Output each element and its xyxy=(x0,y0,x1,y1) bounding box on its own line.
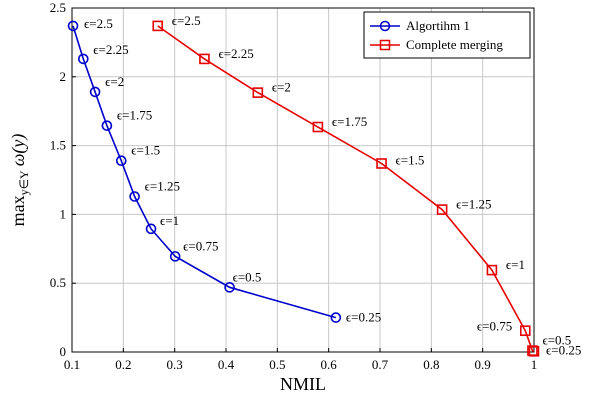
data-point xyxy=(169,251,181,262)
x-tick-label: 0.8 xyxy=(423,357,439,372)
plot-frame xyxy=(71,7,535,353)
data-label: ϵ=1.75 xyxy=(117,108,152,123)
point-labels: ϵ=2.5 ϵ=2.25 ϵ=2 ϵ=1.75 ϵ=1.5 ϵ=1.25 ϵ=1 ϵ=0.75… xyxy=(84,13,581,357)
y-tick-label: 1 xyxy=(60,206,67,221)
data-point xyxy=(330,312,342,323)
y-tick-label: 2 xyxy=(60,69,67,84)
data-label: ϵ=1.75 xyxy=(332,114,367,129)
data-point xyxy=(145,223,157,235)
data-label: ϵ=0.75 xyxy=(183,238,218,253)
data-label: ϵ=1 xyxy=(506,257,525,272)
data-point xyxy=(224,282,235,293)
data-label: ϵ=1.25 xyxy=(145,179,180,194)
y-tick-label: 0.5 xyxy=(50,275,66,290)
data-point xyxy=(101,120,113,131)
legend-box xyxy=(363,11,531,59)
tick-labels: 0.1 0.2 0.3 0.4 0.5 0.6 0.7 0.8 0.9 1 0 0.5 1 1.5 2 2.5 xyxy=(50,0,538,372)
series xyxy=(67,20,540,357)
data-label: ϵ=2.5 xyxy=(84,16,113,31)
legend-label-complete-merging: Complete merging xyxy=(406,37,503,52)
y-tick-label: 0 xyxy=(60,344,67,359)
data-label: ϵ=2.5 xyxy=(172,13,201,28)
data-label: ϵ=0.5 xyxy=(542,333,571,348)
x-tick-label: 1 xyxy=(531,357,538,372)
data-label: ϵ=0.75 xyxy=(477,319,512,334)
legend-label-algorithm: Algortihm 1 xyxy=(406,18,470,33)
data-label: ϵ=0.25 xyxy=(546,342,581,357)
x-tick-label: 0.5 xyxy=(269,357,285,372)
data-point xyxy=(519,325,531,336)
data-label: ϵ=2.25 xyxy=(218,46,253,61)
y-axis-label-sub: y∈Y xyxy=(17,170,31,195)
legend: Algortihm 1 Complete merging xyxy=(363,11,531,59)
data-point xyxy=(376,158,387,169)
x-tick-label: 0.2 xyxy=(115,357,131,372)
data-label: ϵ=1.5 xyxy=(131,143,160,158)
y-axis-label-tail: ω(y) xyxy=(8,134,29,167)
y-tick-label: 2.5 xyxy=(50,0,66,15)
data-point xyxy=(252,87,264,98)
series-line xyxy=(72,25,337,319)
x-tick-label: 0.1 xyxy=(64,357,80,372)
x-tick-label: 0.7 xyxy=(372,357,389,372)
data-label: ϵ=0.25 xyxy=(346,310,381,325)
legend-marker-complete-merging xyxy=(379,39,391,51)
data-point xyxy=(77,53,89,65)
data-label: ϵ=1 xyxy=(160,213,179,228)
data-label: ϵ=2 xyxy=(272,80,291,95)
grid xyxy=(72,8,534,352)
y-axis-label-main: max xyxy=(8,195,28,226)
x-axis-label: NMIL xyxy=(280,374,326,394)
data-label: ϵ=1.5 xyxy=(396,152,425,167)
x-tick-label: 0.6 xyxy=(321,357,338,372)
data-label: ϵ=0.5 xyxy=(233,269,262,284)
data-label: ϵ=1.25 xyxy=(456,197,491,212)
data-point xyxy=(115,155,127,167)
data-point xyxy=(129,191,140,202)
data-point xyxy=(436,204,448,215)
data-point xyxy=(199,53,210,65)
x-tick-label: 0.4 xyxy=(218,357,235,372)
y-axis-label: maxy∈Y ω(y) xyxy=(8,134,31,227)
data-point xyxy=(486,264,498,276)
svg-text:maxy∈Yω(y): maxy∈Y ω(y) xyxy=(8,134,31,227)
data-label: ϵ=2.25 xyxy=(93,42,128,57)
x-tick-label: 0.3 xyxy=(167,357,183,372)
data-point xyxy=(312,121,324,133)
data-point xyxy=(67,20,79,32)
x-tick-label: 0.9 xyxy=(475,357,491,372)
series-line xyxy=(157,25,535,353)
data-point xyxy=(152,20,164,32)
data-label: ϵ=2 xyxy=(105,74,124,89)
legend-marker-algorithm xyxy=(379,20,391,32)
data-point xyxy=(89,86,101,98)
data-point xyxy=(528,346,540,357)
y-tick-label: 1.5 xyxy=(50,138,66,153)
